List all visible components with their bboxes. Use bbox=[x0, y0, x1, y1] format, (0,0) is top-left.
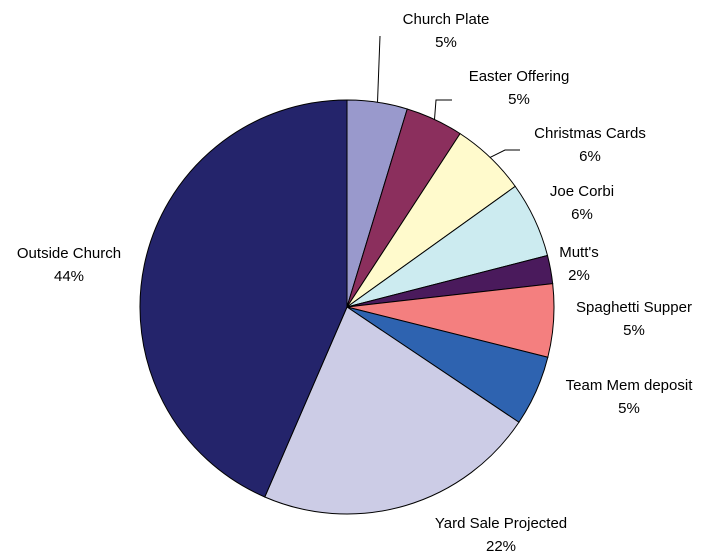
slice-yard-sale-projected bbox=[264, 306, 520, 515]
label-christmas-cards: Christmas Cards bbox=[534, 125, 646, 142]
pct-easter-offering: 5% bbox=[508, 91, 530, 108]
leader-line-christmas-cards bbox=[489, 149, 520, 158]
label-easter-offering: Easter Offering bbox=[469, 68, 570, 85]
label-joe-corbi: Joe Corbi bbox=[550, 183, 614, 200]
label-yard-sale-projected: Yard Sale Projected bbox=[435, 515, 567, 532]
leader-line-easter-offering bbox=[434, 99, 452, 120]
label-mutts: Mutt's bbox=[559, 244, 599, 261]
pct-team-mem-deposit: 5% bbox=[618, 400, 640, 417]
leader-lines bbox=[377, 35, 520, 158]
pct-mutts: 2% bbox=[568, 267, 590, 284]
slice-labels: Church Plate 5% Easter Offering 5% Chris… bbox=[17, 11, 693, 554]
label-outside-church: Outside Church bbox=[17, 245, 121, 262]
label-church-plate: Church Plate bbox=[403, 11, 490, 28]
label-team-mem-deposit: Team Mem deposit bbox=[566, 377, 694, 394]
pct-christmas-cards: 6% bbox=[579, 148, 601, 165]
label-spaghetti-supper: Spaghetti Supper bbox=[576, 299, 692, 316]
pct-spaghetti-supper: 5% bbox=[623, 322, 645, 339]
pct-church-plate: 5% bbox=[435, 34, 457, 51]
leader-line-church-plate bbox=[377, 35, 381, 103]
slice-outside-church bbox=[139, 99, 348, 498]
pct-yard-sale-projected: 22% bbox=[486, 538, 516, 554]
pct-outside-church: 44% bbox=[54, 268, 84, 285]
pct-joe-corbi: 6% bbox=[571, 206, 593, 223]
pie-slices bbox=[139, 99, 555, 515]
